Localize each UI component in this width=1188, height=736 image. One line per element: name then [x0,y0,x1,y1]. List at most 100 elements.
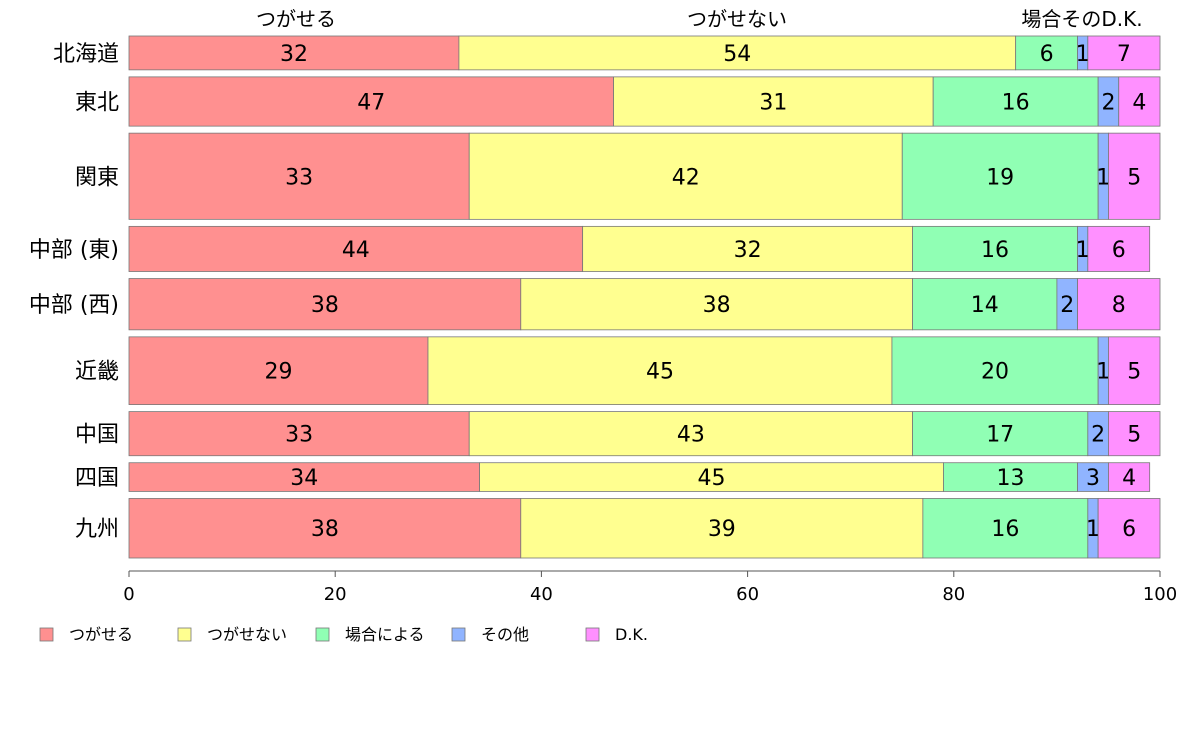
data-label: 5 [1127,165,1141,190]
data-label: 6 [1040,42,1054,67]
category-label: 北海道 [53,42,119,67]
category-label: 関東 [75,165,119,190]
legend: つがせる つがせない 場合による その他 D.K. [39,625,648,644]
data-label: 19 [986,165,1014,190]
data-label: 38 [703,293,731,318]
x-axis: 0 20 40 60 80 100 [123,570,1177,605]
legend-swatch [451,627,466,642]
data-label: 29 [264,360,292,385]
data-label: 13 [997,466,1025,491]
data-label: 32 [280,42,308,67]
data-label: 16 [981,238,1009,263]
column-header-tsugasenai: つがせない [687,7,787,31]
data-label: 6 [1122,517,1136,542]
data-label: 45 [646,360,674,385]
legend-swatch [177,627,192,642]
bar-segment [458,35,1017,71]
legend-swatch [315,627,330,642]
category-label: 中部 (東) [29,238,119,263]
bar-row: 近畿 29 45 20 1 5 [75,336,1161,405]
bar-segment [128,76,614,127]
data-label: 16 [1002,91,1030,116]
data-label: 1 [1096,165,1110,190]
data-label: 38 [311,293,339,318]
category-label: 九州 [75,517,119,542]
data-label: 7 [1117,42,1131,67]
data-label: 6 [1112,238,1126,263]
bar-segment [128,225,584,272]
data-label: 33 [285,165,313,190]
category-label: 東北 [75,91,119,116]
data-label: 47 [357,91,385,116]
bar-segment [891,336,1099,405]
bar-segment [582,225,913,272]
bar-row: 四国 34 45 13 3 4 [75,462,1151,492]
x-tick-label: 80 [942,584,965,605]
bar-row: 九州 38 39 16 1 6 [75,498,1161,559]
legend-item: D.K. [585,625,648,644]
legend-label: つがせない [207,625,287,644]
bar-row: 中部 (東) 44 32 16 1 6 [29,225,1151,272]
bar-segment [1108,132,1161,220]
data-label: 1 [1076,42,1090,67]
data-label: 5 [1127,360,1141,385]
column-headers: つがせる つがせない 場合そのD.K. [256,7,1143,31]
bar-segment [912,278,1058,331]
bar-row: 北海道 32 54 6 1 7 [53,35,1161,71]
bar-segment [1077,278,1161,331]
category-label: 近畿 [75,360,119,385]
data-label: 45 [698,466,726,491]
legend-label: つがせる [69,625,133,644]
legend-item: つがせない [177,625,287,644]
data-label: 17 [986,423,1014,448]
x-tick-label: 0 [123,584,134,605]
bar-segment [128,35,460,71]
data-label: 43 [677,423,705,448]
bar-segment [128,498,522,559]
data-label: 1 [1086,517,1100,542]
legend-item: その他 [451,625,529,644]
legend-swatch [585,627,600,642]
plot-area: 北海道 32 54 6 1 7東北 47 31 16 2 4関東 33 42 19 1 5中部 (東) 44 32… [29,35,1161,559]
data-label: 32 [734,238,762,263]
bar-segment [128,336,429,405]
data-label: 3 [1086,466,1100,491]
bar-segment [1015,35,1078,71]
data-label: 54 [723,42,751,67]
bar-segment [479,462,944,492]
data-label: 31 [759,91,787,116]
data-label: 38 [311,517,339,542]
bar-segment [427,336,893,405]
x-tick-label: 100 [1143,584,1177,605]
data-label: 2 [1060,293,1074,318]
category-label: 中部 (西) [29,293,119,318]
legend-label: 場合による [345,625,425,644]
data-label: 20 [981,360,1009,385]
data-label: 34 [290,466,318,491]
x-tick-label: 20 [324,584,347,605]
data-label: 5 [1127,423,1141,448]
category-label: 中国 [75,423,119,448]
category-label: 四国 [75,466,119,491]
data-label: 1 [1076,238,1090,263]
bar-segment [912,411,1089,457]
bar-segment [1108,336,1161,405]
bar-segment [128,278,522,331]
bar-segment [1077,462,1109,492]
bar-row: 中国 33 43 17 2 5 [75,411,1161,457]
data-label: 39 [708,517,736,542]
bar-segment [520,498,924,559]
bar-segment [128,411,470,457]
bar-segment [468,132,903,220]
data-label: 1 [1096,360,1110,385]
legend-item: 場合による [315,625,425,644]
bar-segment [613,76,934,127]
bar-segment [912,225,1078,272]
bar-segment [1087,225,1151,272]
bar-row: 東北 47 31 16 2 4 [75,76,1161,127]
data-label: 14 [971,293,999,318]
bar-row: 中部 (西) 38 38 14 2 8 [29,278,1161,331]
legend-label: D.K. [615,625,648,644]
bar-segment [468,411,913,457]
